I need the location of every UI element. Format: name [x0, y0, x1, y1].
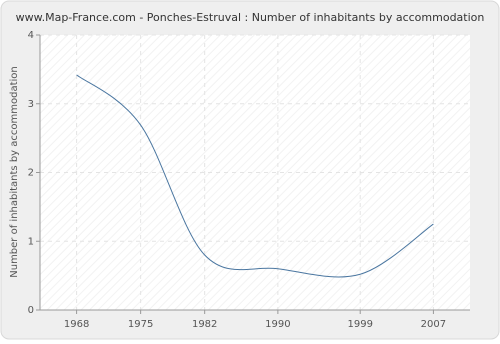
- x-tick-label: 1975: [128, 319, 153, 330]
- y-tick-label: 2: [28, 168, 34, 179]
- y-tick-label: 4: [28, 30, 34, 41]
- y-tick-label: 3: [28, 99, 34, 110]
- x-tick-label: 1968: [64, 319, 89, 330]
- y-tick-label: 1: [28, 236, 34, 247]
- x-tick-label: 1982: [192, 319, 217, 330]
- plot-hatch: [40, 35, 470, 310]
- line: [76, 74, 434, 278]
- y-axis-label: Number of inhabitants by accommodation: [9, 66, 20, 278]
- x-tick-label: 1999: [347, 319, 372, 330]
- chart-title: www.Map-France.com - Ponches-Estruval : …: [16, 11, 485, 24]
- x-tick-label: 1990: [265, 319, 290, 330]
- y-tick-label: 0: [28, 305, 34, 316]
- x-tick-label: 2007: [421, 319, 446, 330]
